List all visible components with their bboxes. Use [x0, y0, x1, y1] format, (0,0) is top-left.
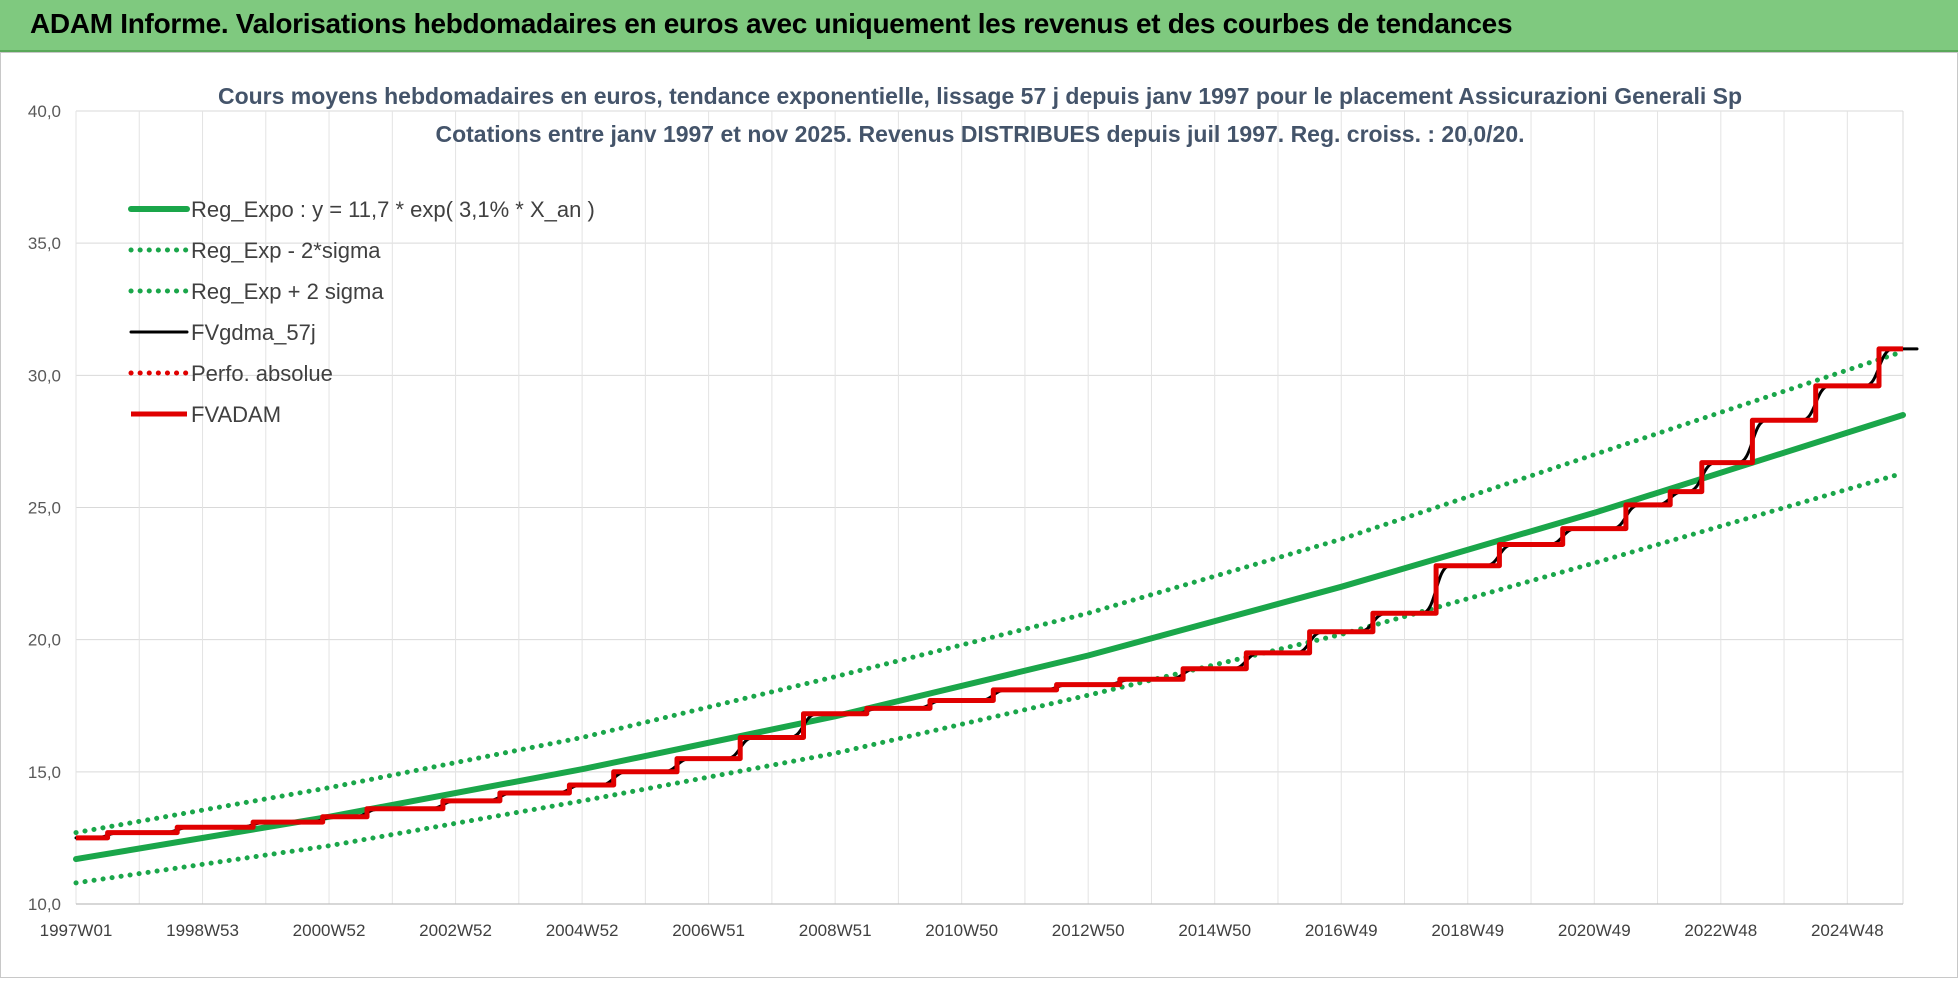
chart-frame: 10,0 15,0 20,0 25,0 30,0 35,0 40,0 1997W01 1998… [0, 52, 1958, 978]
x-tick-label: 2016W49 [1305, 921, 1378, 940]
y-tick-label: 20,0 [28, 631, 61, 650]
x-tick-label: 2006W51 [672, 921, 745, 940]
x-tick-label: 2024W48 [1811, 921, 1884, 940]
y-tick-label: 10,0 [28, 895, 61, 914]
x-tick-label: 1997W01 [40, 921, 113, 940]
legend-label-1: Reg_Exp - 2*sigma [191, 238, 381, 263]
y-axis-ticks: 10,0 15,0 20,0 25,0 30,0 35,0 40,0 [28, 102, 61, 914]
legend-label-0: Reg_Expo : y = 11,7 * exp( 3,1% * X_an ) [191, 197, 595, 222]
x-tick-label: 2004W52 [546, 921, 619, 940]
legend-label-4: Perfo. absolue [191, 361, 333, 386]
x-tick-label: 2008W51 [799, 921, 872, 940]
x-tick-label: 2018W49 [1431, 921, 1504, 940]
y-tick-label: 35,0 [28, 234, 61, 253]
chart-title: Cours moyens hebdomadaires en euros, ten… [218, 83, 1742, 109]
report-title: ADAM Informe. Valorisations hebdomadaire… [30, 8, 1513, 39]
x-tick-label: 2000W52 [293, 921, 366, 940]
report-banner: ADAM Informe. Valorisations hebdomadaire… [0, 0, 1958, 52]
chart-svg: 10,0 15,0 20,0 25,0 30,0 35,0 40,0 1997W01 1998… [28, 83, 1919, 940]
grid-lines [75, 110, 1904, 905]
series-line-0 [73, 412, 1906, 863]
series-line-3 [74, 347, 1919, 840]
chart-subtitle: Cotations entre janv 1997 et nov 2025. R… [435, 121, 1524, 147]
legend: Reg_Expo : y = 11,7 * exp( 3,1% * X_an )… [128, 197, 595, 427]
series-line-1 [73, 470, 1906, 886]
legend-label-5: FVADAM [191, 402, 281, 427]
legend-label-3: FVgdma_57j [191, 320, 316, 345]
series-line-5 [76, 346, 1903, 841]
series-group [73, 346, 1919, 886]
series-line-2 [73, 349, 1906, 836]
legend-label-2: Reg_Exp + 2 sigma [191, 279, 384, 304]
x-tick-label: 2012W50 [1052, 921, 1125, 940]
x-tick-label: 2022W48 [1684, 921, 1757, 940]
y-tick-label: 30,0 [28, 366, 61, 385]
x-tick-label: 2002W52 [419, 921, 492, 940]
y-tick-label: 40,0 [28, 102, 61, 121]
x-axis-ticks: 1997W01 1998W53 2000W52 2002W52 2004W52 2006W… [40, 921, 1884, 940]
x-tick-label: 2020W49 [1558, 921, 1631, 940]
x-tick-label: 2010W50 [925, 921, 998, 940]
y-tick-label: 15,0 [28, 763, 61, 782]
x-tick-label: 2014W50 [1178, 921, 1251, 940]
x-tick-label: 1998W53 [166, 921, 239, 940]
y-tick-label: 25,0 [28, 499, 61, 518]
